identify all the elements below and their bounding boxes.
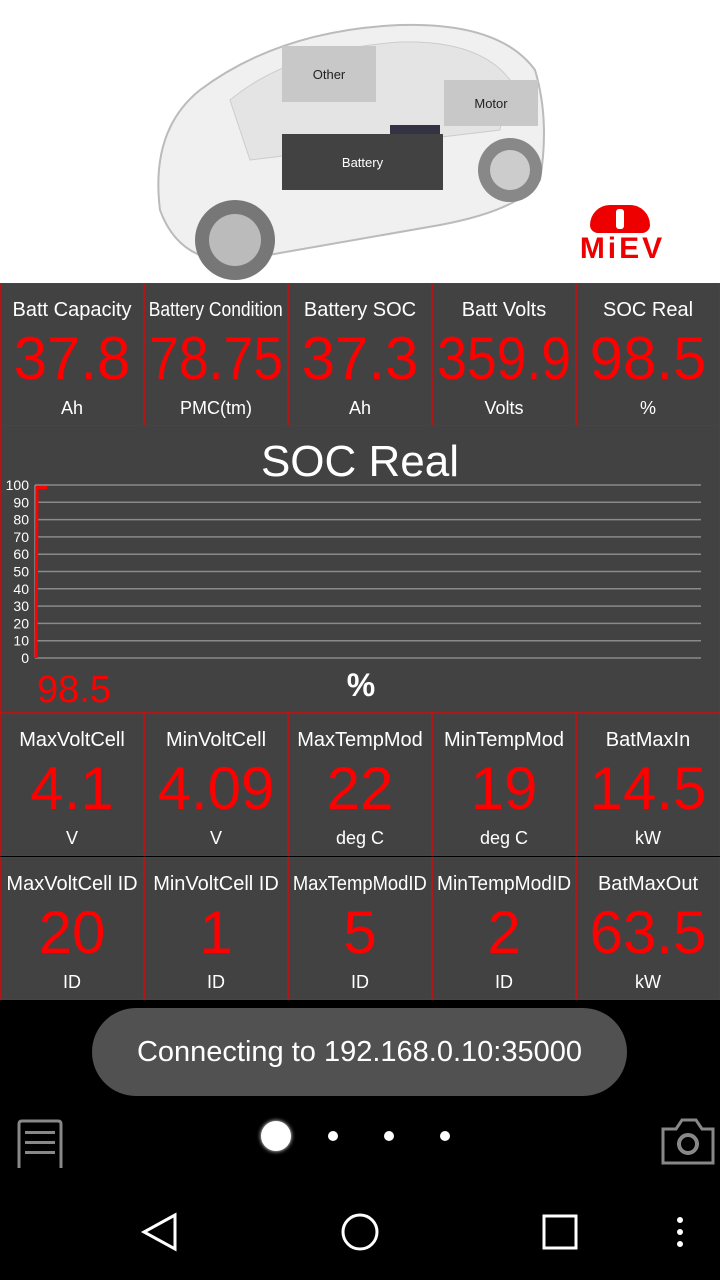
tile-unit: kW xyxy=(635,972,661,992)
tile-value: 19 xyxy=(470,755,538,822)
tile-value: 359.9 xyxy=(437,325,571,392)
y-tick-label: 80 xyxy=(13,512,29,528)
miev-logo: MiEV xyxy=(555,205,690,267)
stat-tile[interactable]: MaxTempModID 5 ID xyxy=(288,857,432,1000)
tile-unit: deg C xyxy=(335,828,385,848)
tile-label: BatMaxOut xyxy=(597,873,699,895)
camera-icon[interactable] xyxy=(660,1116,716,1166)
menu-icon[interactable] xyxy=(16,1118,66,1170)
tile-value: 37.3 xyxy=(301,325,419,392)
stat-tile[interactable]: MinVoltCell 4.09 V xyxy=(144,713,288,856)
y-tick-label: 40 xyxy=(13,581,29,597)
y-tick-label: 70 xyxy=(13,529,29,545)
chart-unit-label: % xyxy=(347,667,375,703)
tile-unit: deg C xyxy=(479,828,529,848)
tile-unit: ID xyxy=(351,972,369,992)
tile-unit: Ah xyxy=(60,398,84,418)
motor-button[interactable]: Motor xyxy=(444,80,538,126)
tile-label: MaxTempMod xyxy=(297,729,423,751)
cell-id-row: MaxVoltCell ID 20 ID MinVoltCell ID 1 ID MaxTe… xyxy=(0,857,720,1000)
car-diagram: Other Motor Battery MiEV xyxy=(0,0,720,283)
tile-value: 98.5 xyxy=(589,325,707,392)
y-tick-label: 20 xyxy=(13,615,29,631)
chart-value-label: 98.5 xyxy=(37,669,111,711)
tile-label: Battery SOC xyxy=(303,299,417,321)
stat-tile[interactable]: MinTempModID 2 ID xyxy=(432,857,576,1000)
tile-unit: % xyxy=(639,398,656,418)
stat-tile[interactable]: Batt Capacity 37.8 Ah xyxy=(0,283,144,426)
tile-value: 1 xyxy=(199,899,233,966)
tile-value: 78.75 xyxy=(149,325,283,392)
tile-unit: PMC(tm) xyxy=(180,398,252,418)
tile-value: 37.8 xyxy=(13,325,131,392)
cell-stats-row: MaxVoltCell 4.1 V MinVoltCell 4.09 V MaxTempMo… xyxy=(0,713,720,856)
stat-tile[interactable]: MaxVoltCell ID 20 ID xyxy=(0,857,144,1000)
logo-text: MiEV xyxy=(579,232,666,265)
page-dot[interactable] xyxy=(440,1131,450,1141)
stat-tile[interactable]: MinVoltCell ID 1 ID xyxy=(144,857,288,1000)
connection-toast: Connecting to 192.168.0.10:35000 xyxy=(92,1008,627,1096)
tile-label: MaxVoltCell ID xyxy=(6,873,138,895)
stat-tile[interactable]: BatMaxIn 14.5 kW xyxy=(576,713,720,856)
tile-label: MinTempMod xyxy=(443,729,565,751)
tile-label: MaxVoltCell xyxy=(19,729,125,751)
y-tick-label: 0 xyxy=(21,650,29,666)
tile-label: Batt Volts xyxy=(461,299,547,321)
other-button[interactable]: Other xyxy=(282,46,376,102)
stat-tile[interactable]: SOC Real 98.5% xyxy=(576,283,720,426)
tile-unit: Volts xyxy=(484,398,524,418)
tile-unit: V xyxy=(65,828,78,848)
stat-tile[interactable]: Battery Condition 78.75 PMC(tm) xyxy=(144,283,288,426)
tile-value: 4.09 xyxy=(157,755,275,822)
tile-label: SOC Real xyxy=(602,299,694,321)
y-tick-label: 30 xyxy=(13,598,29,614)
tile-label: Batt Capacity xyxy=(12,299,132,321)
tile-value: 2 xyxy=(487,899,521,966)
toast-text: Connecting to 192.168.0.10:35000 xyxy=(136,1036,583,1068)
chart-title: SOC Real xyxy=(261,437,459,486)
back-icon[interactable] xyxy=(140,1212,180,1252)
y-tick-label: 10 xyxy=(13,633,29,649)
tile-value: 14.5 xyxy=(589,755,707,822)
stat-tile[interactable]: BatMaxOut 63.5 kW xyxy=(576,857,720,1000)
battery-button[interactable]: Battery xyxy=(282,134,443,190)
page-dot[interactable] xyxy=(261,1121,291,1151)
tile-unit: Ah xyxy=(348,398,372,418)
tile-label: BatMaxIn xyxy=(605,729,691,751)
recents-icon[interactable] xyxy=(542,1214,578,1250)
tile-value: 5 xyxy=(343,899,377,966)
tile-value: 20 xyxy=(38,899,106,966)
stat-tile[interactable]: Battery SOC 37.3 Ah xyxy=(288,283,432,426)
y-tick-label: 90 xyxy=(13,494,29,510)
tile-label: MinVoltCell ID xyxy=(153,873,279,895)
tile-unit: V xyxy=(209,828,222,848)
tile-unit: ID xyxy=(207,972,225,992)
stat-tile[interactable]: MaxVoltCell 4.1 V xyxy=(0,713,144,856)
tile-unit: kW xyxy=(635,828,661,848)
page-dot[interactable] xyxy=(384,1131,394,1141)
tile-value: 22 xyxy=(326,755,394,822)
stat-tile[interactable]: Batt Volts 359.9 Volts xyxy=(432,283,576,426)
page-dot[interactable] xyxy=(328,1131,338,1141)
y-tick-label: 100 xyxy=(6,477,30,493)
more-icon[interactable] xyxy=(674,1216,686,1248)
tile-unit: ID xyxy=(63,972,81,992)
home-icon[interactable] xyxy=(340,1212,380,1252)
tile-value: 4.1 xyxy=(30,755,114,822)
y-tick-label: 60 xyxy=(13,546,29,562)
soc-bar xyxy=(34,486,47,659)
tile-value: 63.5 xyxy=(589,899,707,966)
stat-tile[interactable]: MaxTempMod 22 deg C xyxy=(288,713,432,856)
tile-label: MaxTempModID xyxy=(293,873,427,895)
soc-real-chart: SOC Real 100 90 80 70 60 50 40 30 20 10 0 98.5% xyxy=(0,425,720,713)
battery-stats-row: Batt Capacity 37.8 Ah Battery Condition 78.7… xyxy=(0,283,720,426)
tile-label: MinTempModID xyxy=(436,873,572,895)
tile-label: MinVoltCell xyxy=(165,729,267,751)
y-tick-label: 50 xyxy=(13,564,29,580)
stat-tile[interactable]: MinTempMod 19 deg C xyxy=(432,713,576,856)
tile-unit: ID xyxy=(495,972,513,992)
tile-label: Battery Condition xyxy=(149,299,283,321)
